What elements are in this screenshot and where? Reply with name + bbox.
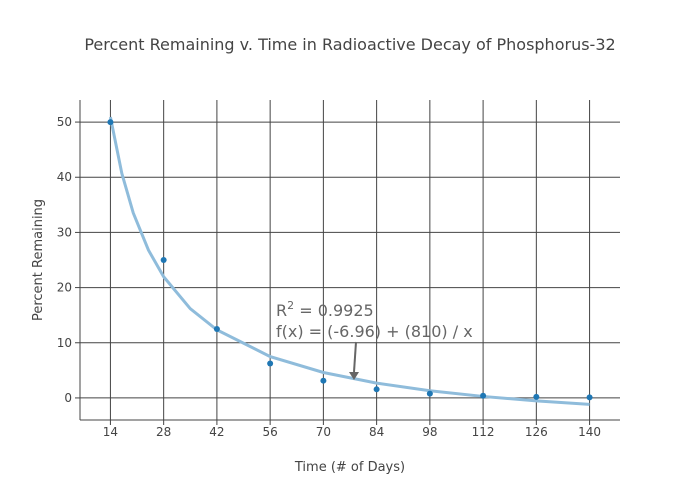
annotation-arrowhead <box>349 372 359 380</box>
x-tick-label: 140 <box>578 425 601 439</box>
plot-area: 0 10 20 30 40 50 14 28 42 56 70 84 98 112 126 140 <box>57 100 620 439</box>
data-point <box>267 360 274 367</box>
data-point <box>480 392 487 399</box>
x-tick-label: 42 <box>209 425 224 439</box>
data-point <box>320 377 327 384</box>
data-point <box>213 325 220 332</box>
x-tick-label: 14 <box>103 425 118 439</box>
annotation-text: 2 <box>287 299 294 312</box>
annotation-text: R <box>276 301 287 320</box>
annotation-arrow <box>353 341 357 373</box>
x-tick-label: 84 <box>369 425 384 439</box>
annotation-text: = 0.9925 <box>294 301 374 320</box>
annotation-r2: R2 = 0.9925 <box>276 299 374 320</box>
x-axis-label: Time (# of Days) <box>294 460 405 475</box>
x-tick-label: 98 <box>422 425 437 439</box>
annotation-formula: f(x) = (-6.96) + (810) / x <box>276 322 473 341</box>
data-point <box>160 257 167 263</box>
data-point <box>533 393 540 400</box>
fit-line <box>108 116 590 406</box>
data-point <box>107 119 114 126</box>
x-tick-label: 126 <box>525 425 548 439</box>
y-tick-label: 0 <box>64 391 72 405</box>
data-point <box>426 390 433 397</box>
y-tick-label: 20 <box>57 281 72 295</box>
y-tick-label: 10 <box>57 336 72 350</box>
y-tick-label: 40 <box>57 170 72 184</box>
data-point <box>586 394 593 401</box>
y-axis-label: Percent Remaining <box>31 199 46 321</box>
y-tick-label: 50 <box>57 115 72 129</box>
x-tick-label: 70 <box>316 425 331 439</box>
y-tick-label: 30 <box>57 225 72 239</box>
chart-title: Percent Remaining v. Time in Radioactive… <box>84 35 615 54</box>
x-tick-label: 28 <box>156 425 171 439</box>
x-tick-label: 56 <box>263 425 278 439</box>
x-tick-label: 112 <box>472 425 495 439</box>
data-point <box>373 386 380 393</box>
